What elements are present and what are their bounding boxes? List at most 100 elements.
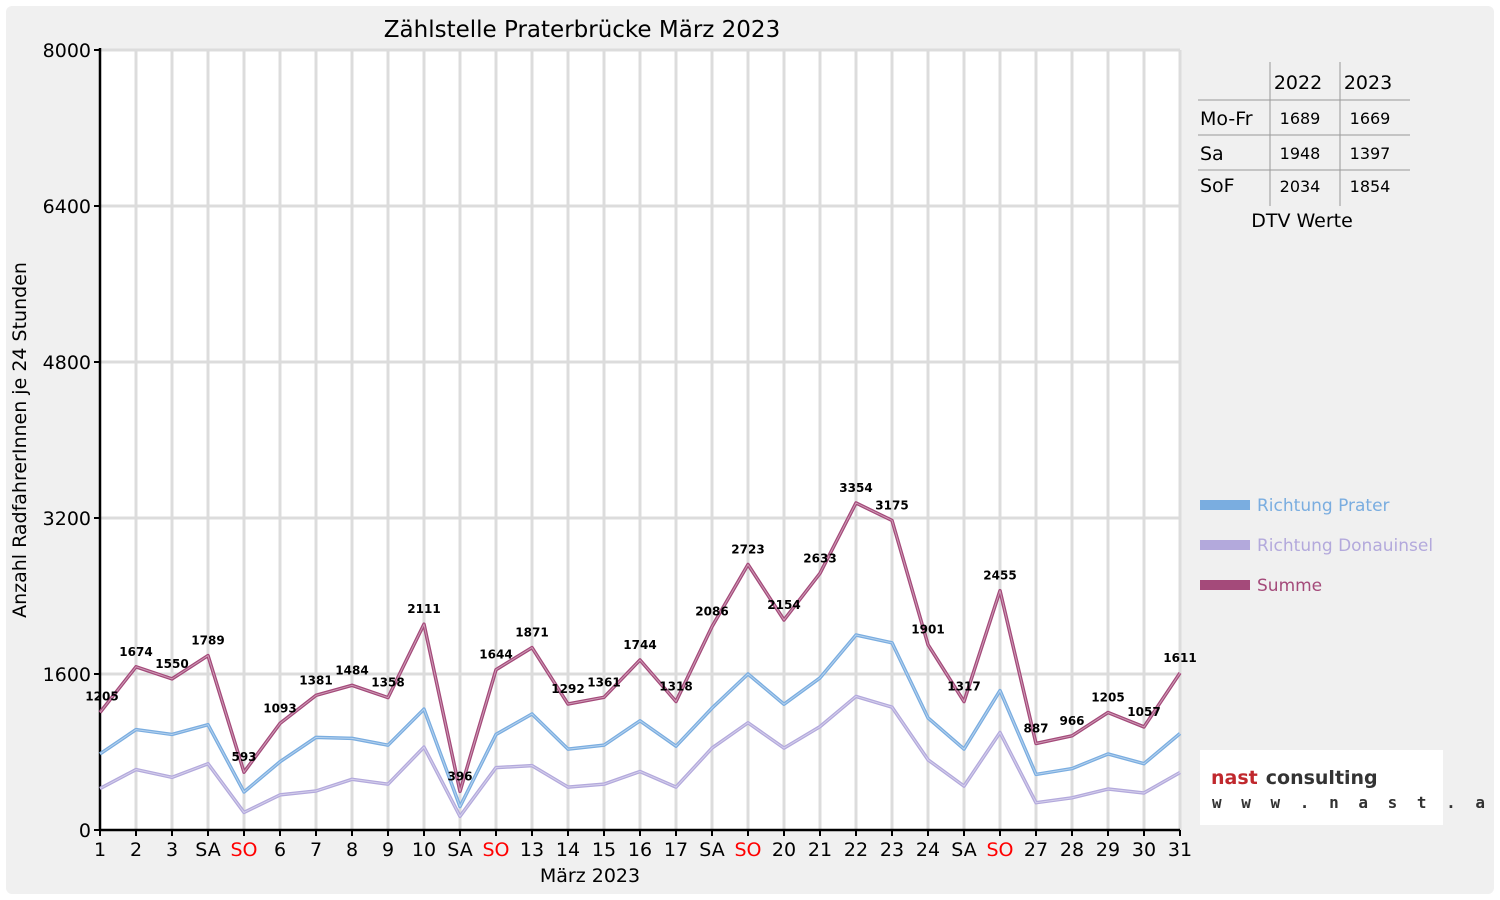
series-line-highlight: [99, 502, 1181, 792]
y-tick-label: 4800: [43, 352, 91, 374]
x-tick-label: 22: [844, 839, 868, 861]
data-label: 966: [1059, 714, 1084, 728]
x-tick-label: 28: [1060, 839, 1084, 861]
legend-label: Richtung Donauinsel: [1257, 536, 1433, 556]
x-tick-label: 21: [808, 839, 832, 861]
series-line-richtung-donauinsel: [99, 694, 1181, 819]
x-tick-label: 9: [382, 839, 394, 861]
x-tick-label: 23: [880, 839, 904, 861]
dtv-row-label: SoF: [1200, 175, 1235, 197]
data-label: 1789: [191, 634, 224, 648]
y-tick-label: 0: [79, 820, 91, 842]
x-tick-label: 20: [772, 839, 796, 861]
data-label: 3175: [875, 498, 908, 512]
dtv-header-2023: 2023: [1344, 72, 1392, 94]
data-label: 2111: [407, 602, 440, 616]
data-label: 1205: [85, 690, 118, 704]
x-tick-label: SA: [951, 839, 976, 861]
x-tick-label: SA: [699, 839, 724, 861]
grid: [100, 48, 1182, 830]
y-tick-label: 1600: [43, 664, 91, 686]
y-axis-label: Anzahl RadfahrerInnen je 24 Stunden: [9, 262, 31, 618]
x-axis-label: März 2023: [540, 865, 640, 887]
data-label: 887: [1023, 722, 1048, 736]
dtv-cell: 1397: [1350, 144, 1391, 163]
x-tick-label: 16: [628, 839, 652, 861]
x-tick-label: 27: [1024, 839, 1048, 861]
x-tick-label: 7: [310, 839, 322, 861]
data-label: 1644: [479, 648, 512, 662]
legend-swatch: [1200, 580, 1250, 590]
dtv-cell: 1854: [1350, 177, 1391, 196]
x-tick-label: SA: [447, 839, 472, 861]
data-label: 1317: [947, 680, 980, 694]
dtv-cell: 1669: [1350, 109, 1391, 128]
legend-label: Richtung Prater: [1257, 496, 1390, 516]
data-label: 2086: [695, 605, 728, 619]
data-label: 1057: [1127, 705, 1160, 719]
series-lines: [98, 501, 1182, 819]
nast-consulting-logo: nast consulting w w w . n a s t . a t: [1200, 750, 1500, 825]
dtv-header-2022: 2022: [1274, 72, 1322, 94]
x-tick-label: 24: [916, 839, 940, 861]
logo-url: w w w . n a s t . a t: [1212, 793, 1500, 812]
x-axis-ticks: 1 2 3 SA SO 6 7 8 9 10 SA SO 13 14 15 16 17 SA SO 20 21 22 23 2…: [94, 830, 1192, 861]
series-line-highlight: [99, 695, 1181, 817]
x-tick-label: SO: [482, 839, 509, 861]
legend: Richtung Prater Richtung Donauinsel Summe: [1200, 496, 1433, 596]
data-label: 1744: [623, 638, 656, 652]
data-label: 396: [447, 769, 472, 783]
data-label: 3354: [839, 481, 872, 495]
x-tick-label: 14: [556, 839, 580, 861]
data-label: 1358: [371, 676, 404, 690]
x-tick-label: 8: [346, 839, 358, 861]
data-label: 1292: [551, 682, 584, 696]
data-label: 2154: [767, 598, 800, 612]
x-tick-label: 10: [412, 839, 436, 861]
x-tick-label: 30: [1132, 839, 1156, 861]
x-tick-label: 15: [592, 839, 616, 861]
data-label: 1674: [119, 645, 152, 659]
x-tick-label: 31: [1168, 839, 1192, 861]
data-label: 1318: [659, 679, 692, 693]
x-tick-label: 17: [664, 839, 688, 861]
x-tick-label: 29: [1096, 839, 1120, 861]
dtv-row-label: Sa: [1200, 143, 1224, 165]
x-tick-label: SO: [230, 839, 257, 861]
data-label: 1901: [911, 623, 944, 637]
logo-brand-a: nast: [1211, 767, 1258, 789]
data-label: 1205: [1091, 691, 1124, 705]
dtv-cell: 1689: [1280, 109, 1321, 128]
chart-title: Zählstelle Praterbrücke März 2023: [384, 17, 780, 43]
data-label: 1550: [155, 657, 188, 671]
series-line-richtung-prater: [99, 633, 1182, 809]
dtv-cell: 2034: [1280, 177, 1321, 196]
x-tick-label: 13: [520, 839, 544, 861]
series-line-highlight: [99, 634, 1181, 808]
data-label: 593: [231, 750, 256, 764]
x-tick-label: 3: [166, 839, 178, 861]
dtv-row-label: Mo-Fr: [1200, 108, 1253, 130]
dtv-caption: DTV Werte: [1251, 210, 1353, 232]
y-tick-label: 6400: [43, 196, 91, 218]
data-label: 1484: [335, 663, 368, 677]
x-tick-label: 1: [94, 839, 106, 861]
legend-swatch: [1200, 500, 1250, 510]
data-label: 1093: [263, 701, 296, 715]
data-label: 2455: [983, 569, 1016, 583]
x-tick-label: 2: [130, 839, 142, 861]
legend-label: Summe: [1257, 576, 1322, 596]
data-label: 2723: [731, 543, 764, 557]
y-tick-label: 8000: [43, 40, 91, 62]
logo-brand-b: consulting: [1266, 767, 1378, 789]
dtv-table: 2022 2023 Mo-Fr 1689 1669 Sa 1948 1397 S…: [1198, 62, 1410, 232]
data-label: 1871: [515, 626, 548, 640]
y-tick-label: 3200: [43, 508, 91, 530]
x-tick-label: SO: [734, 839, 761, 861]
series-line-summe: [98, 501, 1182, 794]
data-label: 2633: [803, 551, 836, 565]
data-label: 1361: [587, 675, 620, 689]
